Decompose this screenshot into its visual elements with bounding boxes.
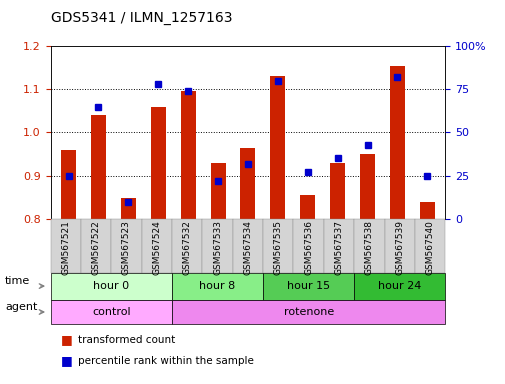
Text: GSM567523: GSM567523 (122, 220, 131, 275)
Bar (240, 147, 255, 219)
Text: GSM567534: GSM567534 (243, 220, 252, 275)
Text: GSM567532: GSM567532 (182, 220, 191, 275)
Bar (299, 195, 315, 219)
Text: GSM567524: GSM567524 (152, 220, 161, 275)
Text: GSM567522: GSM567522 (91, 220, 100, 275)
Bar (360, 154, 374, 219)
Bar (210, 163, 225, 219)
Text: hour 24: hour 24 (377, 281, 421, 291)
Text: GSM567535: GSM567535 (273, 220, 282, 275)
Text: control: control (92, 307, 130, 317)
Text: rotenone: rotenone (283, 307, 333, 317)
Bar (91, 115, 106, 219)
Text: time: time (5, 276, 30, 286)
Bar (150, 106, 166, 219)
Text: GSM567536: GSM567536 (304, 220, 313, 275)
Text: ■: ■ (61, 333, 72, 346)
Text: transformed count: transformed count (78, 335, 175, 345)
Text: GSM567533: GSM567533 (213, 220, 222, 275)
Bar (180, 91, 195, 219)
Text: hour 0: hour 0 (93, 281, 129, 291)
Bar (61, 150, 76, 219)
Text: GSM567539: GSM567539 (394, 220, 403, 275)
Text: hour 15: hour 15 (286, 281, 330, 291)
Text: hour 8: hour 8 (199, 281, 235, 291)
Text: GSM567537: GSM567537 (334, 220, 343, 275)
Text: GDS5341 / ILMN_1257163: GDS5341 / ILMN_1257163 (50, 11, 232, 25)
Bar (389, 66, 404, 219)
Text: percentile rank within the sample: percentile rank within the sample (78, 356, 254, 366)
Bar (121, 198, 135, 219)
Text: GSM567540: GSM567540 (425, 220, 434, 275)
Text: agent: agent (5, 302, 37, 313)
Text: GSM567521: GSM567521 (61, 220, 70, 275)
Text: GSM567538: GSM567538 (364, 220, 373, 275)
Bar (330, 163, 344, 219)
Text: ■: ■ (61, 354, 72, 367)
Bar (270, 76, 285, 219)
Bar (419, 202, 434, 219)
